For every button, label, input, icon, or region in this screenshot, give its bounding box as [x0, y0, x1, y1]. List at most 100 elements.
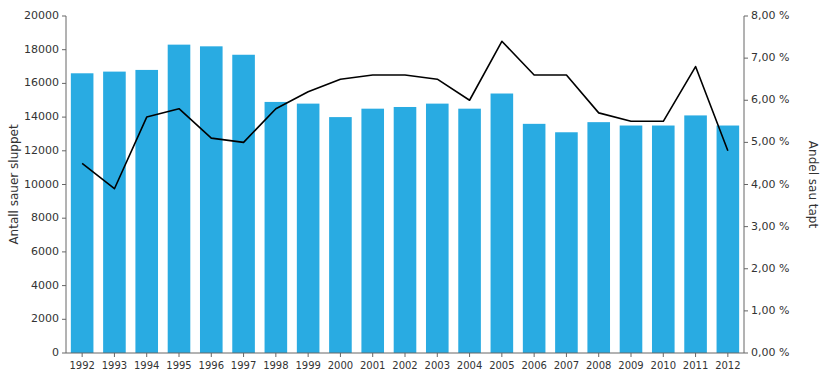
x-tick [114, 353, 115, 357]
x-tick-label: 1992 [69, 360, 94, 371]
x-tick-label: 2004 [457, 360, 482, 371]
y-tick-label: 12000 [24, 144, 59, 157]
bar [620, 126, 643, 353]
bar [491, 94, 514, 353]
y2-tick [744, 100, 748, 101]
y2-tick [744, 353, 748, 354]
x-tick [501, 353, 502, 357]
x-tick-label: 1994 [134, 360, 159, 371]
chart-svg: 0 2000 4000 6000 8000 10000 12000 14000 16000 180… [0, 0, 824, 383]
x-tick [566, 353, 567, 357]
x-tick [340, 353, 341, 357]
chart-container: 0 2000 4000 6000 8000 10000 12000 14000 16000 180… [0, 0, 824, 383]
x-tick-label: 2007 [554, 360, 579, 371]
bar [168, 45, 191, 353]
y-tick [62, 117, 66, 118]
x-tick [727, 353, 728, 357]
y-tick [62, 251, 66, 252]
bar [200, 46, 223, 353]
x-tick [275, 353, 276, 357]
x-tick-label: 1993 [102, 360, 127, 371]
y-tick-label: 10000 [24, 178, 59, 191]
bar [458, 109, 481, 353]
y2-tick [744, 142, 748, 143]
bar [717, 126, 740, 353]
x-tick-label: 2000 [328, 360, 353, 371]
bar [329, 117, 352, 353]
x-tick-label: 2006 [521, 360, 546, 371]
bar [232, 55, 255, 353]
x-tick [405, 353, 406, 357]
y-tick-label: 6000 [31, 245, 59, 258]
y-tick [62, 83, 66, 84]
x-tick [695, 353, 696, 357]
x-tick [437, 353, 438, 357]
y2-tick-label: 1,00 % [751, 304, 789, 317]
bar [71, 73, 94, 353]
x-tick-label: 2002 [392, 360, 417, 371]
axes: 0 2000 4000 6000 8000 10000 12000 14000 16000 180… [24, 9, 789, 371]
x-tick [469, 353, 470, 357]
y2-tick-label: 6,00 % [751, 93, 789, 106]
y2-tick [744, 184, 748, 185]
bar [361, 109, 384, 353]
x-tick [211, 353, 212, 357]
bar [426, 104, 449, 353]
y2-tick-label: 8,00 % [751, 9, 789, 22]
y-tick-label: 4000 [31, 279, 59, 292]
y-tick [62, 16, 66, 17]
x-tick-label: 2009 [618, 360, 643, 371]
bar [297, 104, 320, 353]
bar [135, 70, 158, 353]
x-tick-label: 2001 [360, 360, 385, 371]
y-tick-label: 20000 [24, 9, 59, 22]
x-tick [631, 353, 632, 357]
y-tick [62, 150, 66, 151]
x-tick [308, 353, 309, 357]
bar [555, 132, 578, 353]
bar [394, 107, 417, 353]
y2-tick-label: 0,00 % [751, 346, 789, 359]
x-tick [243, 353, 244, 357]
plot-area [71, 41, 739, 353]
y-tick-label: 8000 [31, 211, 59, 224]
x-tick [372, 353, 373, 357]
bar [523, 124, 546, 353]
y-axis-label: Antall sauer sluppet [7, 124, 21, 245]
x-tick [146, 353, 147, 357]
y2-tick-label: 5,00 % [751, 135, 789, 148]
x-tick [179, 353, 180, 357]
x-tick-label: 1996 [199, 360, 224, 371]
bar [684, 115, 707, 353]
x-tick-label: 2005 [489, 360, 514, 371]
y2-tick-label: 2,00 % [751, 262, 789, 275]
y-tick-label: 14000 [24, 110, 59, 123]
y-tick [62, 353, 66, 354]
y2-tick [744, 226, 748, 227]
x-tick-label: 2010 [651, 360, 676, 371]
line [82, 41, 728, 188]
y2-tick [744, 16, 748, 17]
y-tick-label: 16000 [24, 76, 59, 89]
x-tick [598, 353, 599, 357]
y2-axis-label: Andel sau tapt [806, 141, 820, 229]
x-tick-label: 1995 [166, 360, 191, 371]
x-tick [663, 353, 664, 357]
y2-tick-label: 7,00 % [751, 51, 789, 64]
y-tick [62, 184, 66, 185]
x-tick [534, 353, 535, 357]
x-tick-label: 1997 [231, 360, 256, 371]
x-tick-label: 2011 [683, 360, 708, 371]
y2-tick [744, 268, 748, 269]
x-tick-label: 1998 [263, 360, 288, 371]
bar [103, 72, 126, 353]
y2-tick [744, 58, 748, 59]
x-tick-label: 2003 [425, 360, 450, 371]
y-tick-label: 18000 [24, 43, 59, 56]
y-tick-label: 0 [52, 346, 59, 359]
x-tick-label: 2008 [586, 360, 611, 371]
y-tick-label: 2000 [31, 312, 59, 325]
bar [587, 122, 610, 353]
y2-tick-label: 4,00 % [751, 178, 789, 191]
y2-tick-label: 3,00 % [751, 220, 789, 233]
